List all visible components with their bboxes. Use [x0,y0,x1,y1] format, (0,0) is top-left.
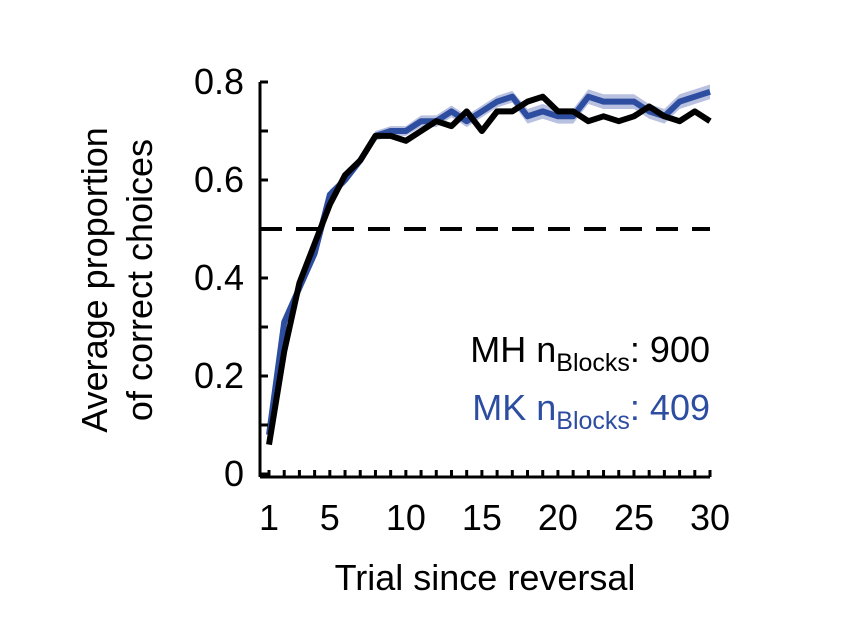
error-band-layer [269,84,710,440]
legend-mk-count: : 409 [630,387,710,428]
y-tick-label-3: 0.6 [194,159,244,200]
y-tick-label-1: 0.2 [194,355,244,396]
x-tick-label-4: 20 [538,497,578,538]
y-axis-label-line-1: Average proportion [74,127,115,433]
axes [258,80,712,479]
legend-mk-subscript: Blocks [556,407,630,435]
x-tick-label-3: 15 [462,497,502,538]
y-tick-label-4: 0.8 [194,61,244,102]
x-tick-label-6: 30 [690,497,730,538]
legend-mh-count: : 900 [630,329,710,370]
legend-mh-subscript: Blocks [556,349,630,377]
legend-entry-mh: MH nBlocks: 900 [470,329,710,377]
legend-entry-mk: MK nBlocks: 409 [472,387,710,435]
series-line-layer [266,88,712,446]
y-tick-label-0: 0 [224,453,244,494]
tick-labels: 0 0.2 0.4 0.6 0.8 1 5 10 15 20 25 30 [194,61,730,538]
x-axis-label: Trial since reversal [335,557,636,598]
x-tick-label-0: 1 [259,497,279,538]
x-tick-label-1: 5 [320,497,340,538]
series-line-0 [266,88,711,436]
error-band-series-0 [269,84,710,440]
legend-mk-prefix: MK n [472,387,556,428]
series-line-1 [266,93,712,446]
y-axis-label-line-2: of correct choices [119,139,160,421]
legend-mh-prefix: MH n [470,329,556,370]
y-tick-label-2: 0.4 [194,257,244,298]
x-tick-label-2: 10 [386,497,426,538]
x-tick-label-5: 25 [614,497,654,538]
